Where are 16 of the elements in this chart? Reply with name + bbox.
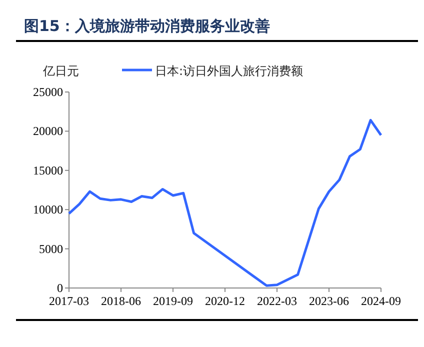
y-tick-label: 10000 bbox=[33, 202, 63, 217]
y-tick-label: 15000 bbox=[33, 163, 63, 178]
legend-label: 日本:访日外国人旅行消费额 bbox=[155, 64, 304, 78]
y-axis-title: 亿日元 bbox=[42, 64, 79, 78]
x-tick-label: 2023-06 bbox=[309, 294, 349, 308]
y-tick-label: 5000 bbox=[39, 242, 63, 256]
x-tick-label: 2019-09 bbox=[153, 294, 193, 308]
x-tick-label: 2017-03 bbox=[49, 294, 89, 308]
x-tick-label: 2022-03 bbox=[257, 294, 297, 308]
x-tick-label: 2024-09 bbox=[361, 294, 401, 308]
x-tick-label: 2018-06 bbox=[101, 294, 141, 308]
y-tick-label: 25000 bbox=[33, 85, 63, 99]
chart-title: 图15：入境旅游带动消费服务业改善 bbox=[24, 17, 270, 35]
y-tick-label: 20000 bbox=[33, 124, 63, 138]
y-tick-label: 0 bbox=[57, 281, 63, 295]
x-tick-label: 2020-12 bbox=[205, 294, 245, 308]
